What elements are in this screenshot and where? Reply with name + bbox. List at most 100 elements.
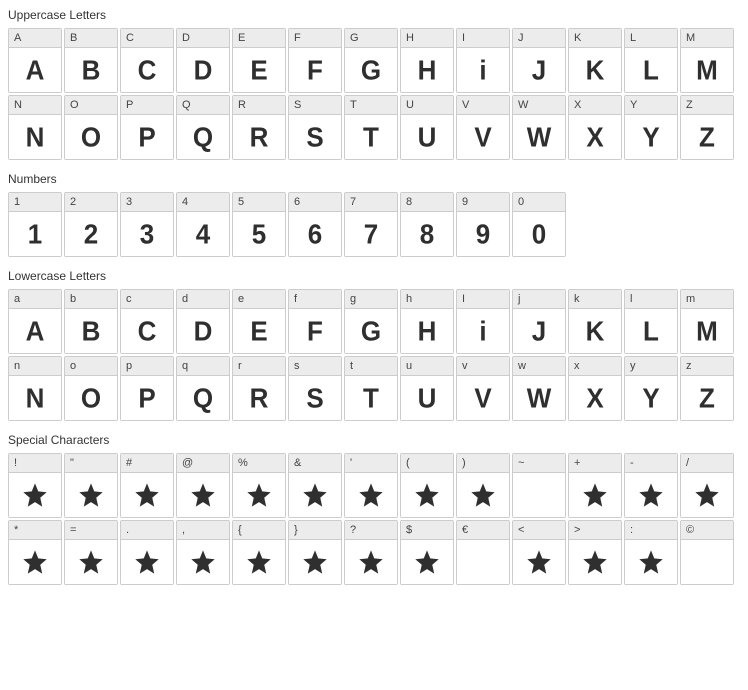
glyph-cell: gG: [344, 289, 398, 354]
glyph-body: W: [513, 115, 565, 159]
glyph-cell: vV: [456, 356, 510, 421]
glyph-label: y: [625, 357, 677, 376]
glyph-char: 3: [140, 218, 154, 251]
glyph-char: 9: [476, 218, 490, 251]
glyph-label: K: [569, 29, 621, 48]
glyph-label: m: [681, 290, 733, 309]
glyph-char: F: [307, 315, 323, 348]
glyph-label: +: [569, 454, 621, 473]
glyph-label: 9: [457, 193, 509, 212]
glyph-char: 8: [420, 218, 434, 251]
glyph-body: D: [177, 48, 229, 92]
glyph-cell: 22: [64, 192, 118, 257]
glyph-body: 1: [9, 212, 61, 256]
uppercase-grid: AABBCCDDEEFFGGHHIiJJKKLLMMNNOOPPQQRRSSTT…: [8, 28, 740, 160]
glyph-body: B: [65, 309, 117, 353]
glyph-char: B: [82, 54, 101, 87]
glyph-cell: 88: [400, 192, 454, 257]
glyph-char: W: [527, 121, 552, 154]
glyph-label: g: [345, 290, 397, 309]
glyph-body: R: [233, 376, 285, 420]
glyph-body: [513, 540, 565, 584]
glyph-label: €: [457, 521, 509, 540]
glyph-body: [65, 473, 117, 517]
glyph-char: V: [474, 382, 491, 415]
glyph-label: =: [65, 521, 117, 540]
glyph-cell: aA: [8, 289, 62, 354]
glyph-body: G: [345, 48, 397, 92]
glyph-body: [625, 473, 677, 517]
glyph-label: u: [401, 357, 453, 376]
glyph-body: Q: [177, 115, 229, 159]
glyph-label: t: [345, 357, 397, 376]
glyph-label: B: [65, 29, 117, 48]
glyph-cell: uU: [400, 356, 454, 421]
lowercase-title: Lowercase Letters: [8, 269, 740, 283]
glyph-cell: qQ: [176, 356, 230, 421]
glyph-label: >: [569, 521, 621, 540]
glyph-body: Z: [681, 115, 733, 159]
glyph-char: G: [361, 54, 381, 87]
glyph-char: Z: [699, 382, 715, 415]
glyph-char: E: [250, 315, 267, 348]
glyph-body: Y: [625, 115, 677, 159]
glyph-label: 3: [121, 193, 173, 212]
glyph-label: I: [457, 29, 509, 48]
glyph-body: F: [289, 48, 341, 92]
glyph-body: X: [569, 376, 621, 420]
glyph-label: .: [121, 521, 173, 540]
glyph-body: [569, 540, 621, 584]
glyph-label: ~: [513, 454, 565, 473]
glyph-label: q: [177, 357, 229, 376]
glyph-label: 5: [233, 193, 285, 212]
glyph-cell: ~: [512, 453, 566, 518]
glyph-cell: eE: [232, 289, 286, 354]
glyph-char: W: [527, 382, 552, 415]
glyph-label: /: [681, 454, 733, 473]
glyph-cell: 99: [456, 192, 510, 257]
glyph-label: M: [681, 29, 733, 48]
glyph-char: Q: [193, 121, 213, 154]
glyph-cell: mM: [680, 289, 734, 354]
glyph-cell: SS: [288, 95, 342, 160]
glyph-label: {: [233, 521, 285, 540]
glyph-cell: 33: [120, 192, 174, 257]
glyph-label: %: [233, 454, 285, 473]
glyph-char: D: [194, 54, 213, 87]
glyph-char: J: [532, 54, 546, 87]
glyph-cell: cC: [120, 289, 174, 354]
glyph-cell: hH: [400, 289, 454, 354]
lowercase-section: Lowercase Letters aAbBcCdDeEfFgGhHIijJkK…: [8, 269, 740, 421]
glyph-cell: 77: [344, 192, 398, 257]
glyph-char: C: [138, 315, 157, 348]
lowercase-grid: aAbBcCdDeEfFgGhHIijJkKlLmMnNoOpPqQrRsStT…: [8, 289, 740, 421]
star-icon: [469, 481, 497, 509]
glyph-body: H: [401, 48, 453, 92]
glyph-cell: XX: [568, 95, 622, 160]
star-icon: [637, 481, 665, 509]
glyph-char: 7: [364, 218, 378, 251]
glyph-char: S: [306, 121, 323, 154]
glyph-label: ": [65, 454, 117, 473]
glyph-cell: EE: [232, 28, 286, 93]
glyph-body: T: [345, 376, 397, 420]
star-icon: [245, 548, 273, 576]
glyph-cell: KK: [568, 28, 622, 93]
glyph-label: Z: [681, 96, 733, 115]
star-icon: [525, 548, 553, 576]
glyph-cell: $: [400, 520, 454, 585]
glyph-cell: 66: [288, 192, 342, 257]
glyph-cell: lL: [624, 289, 678, 354]
glyph-char: R: [250, 382, 269, 415]
glyph-label: (: [401, 454, 453, 473]
glyph-char: Q: [193, 382, 213, 415]
glyph-label: #: [121, 454, 173, 473]
glyph-char: M: [696, 54, 718, 87]
glyph-body: [177, 473, 229, 517]
glyph-char: D: [194, 315, 213, 348]
numbers-grid: 11223344556677889900: [8, 192, 740, 257]
glyph-label: !: [9, 454, 61, 473]
glyph-cell: Ii: [456, 28, 510, 93]
glyph-char: 6: [308, 218, 322, 251]
glyph-body: i: [457, 48, 509, 92]
